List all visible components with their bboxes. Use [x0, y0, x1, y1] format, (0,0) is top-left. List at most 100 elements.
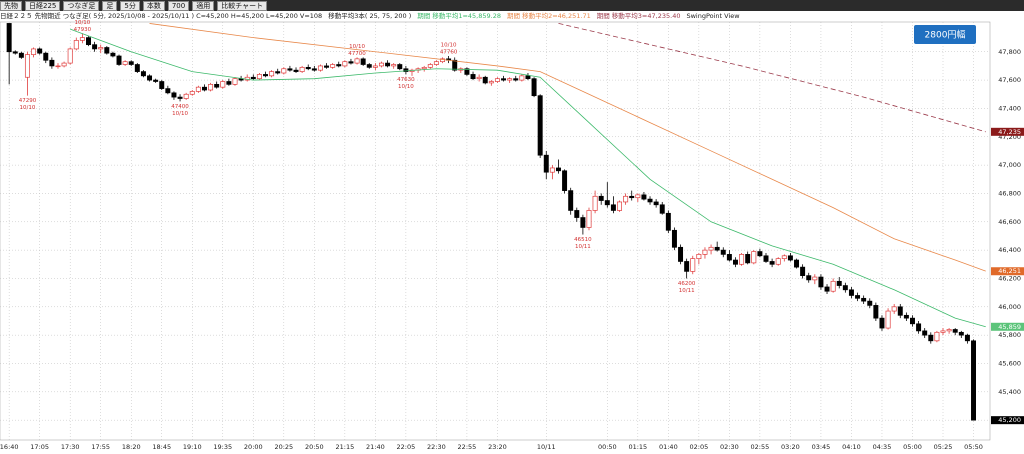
- candle-body: [934, 331, 940, 342]
- candle-body: [6, 23, 12, 53]
- candle-body: [769, 261, 775, 265]
- candle-body: [232, 78, 238, 85]
- candle-body: [317, 65, 323, 71]
- candle-body: [183, 93, 189, 99]
- candle-body: [378, 62, 384, 67]
- x-tick-label: 00:50: [598, 443, 617, 451]
- candle-body: [37, 48, 43, 54]
- candle-body: [751, 251, 757, 264]
- ma-line: [70, 28, 986, 328]
- toolbar-item: 日経225: [25, 0, 61, 11]
- ma-line: [558, 23, 986, 133]
- price-box: [991, 322, 1024, 331]
- x-tick-label: 01:40: [659, 443, 678, 451]
- swing-label: 10/10: [398, 84, 414, 90]
- candle-body: [580, 217, 586, 228]
- candle-body: [842, 285, 848, 291]
- candle-body: [128, 61, 134, 65]
- candle-body: [55, 65, 61, 68]
- candle-body: [555, 167, 561, 172]
- candle-body: [757, 251, 763, 257]
- candle-body: [684, 261, 690, 272]
- candle-body: [604, 200, 610, 206]
- x-tick-label: 21:40: [366, 443, 385, 451]
- candle-body: [140, 71, 146, 77]
- candle-body: [171, 92, 177, 98]
- candle-body: [470, 74, 476, 80]
- candle-body: [275, 71, 281, 74]
- y-tick-label: 47,600: [998, 76, 1021, 84]
- candle-body: [43, 52, 49, 61]
- candle-body: [464, 68, 470, 75]
- candle-body: [940, 330, 946, 333]
- candle-body: [421, 66, 427, 70]
- candle-body: [678, 246, 684, 262]
- candle-body: [153, 79, 159, 82]
- candle-body: [891, 306, 897, 312]
- badge-box: [914, 25, 976, 44]
- y-tick-label: 47,400: [998, 104, 1021, 112]
- candle-body: [433, 61, 439, 65]
- y-tick-label: 46,000: [998, 303, 1021, 311]
- x-tick-label: 02:30: [720, 443, 739, 451]
- ma-title: 移動平均3本( 25, 75, 200 ): [328, 12, 412, 20]
- candle-body: [98, 47, 104, 50]
- badge: 2800円幅: [925, 29, 966, 41]
- x-tick-label: 20:25: [274, 443, 293, 451]
- candle-body: [623, 195, 629, 203]
- candle-body: [159, 81, 165, 89]
- candle-body: [513, 78, 519, 81]
- swing-label: 47630: [397, 77, 415, 83]
- candle-body: [574, 210, 580, 218]
- candle-body: [73, 40, 79, 50]
- candle-body: [336, 64, 342, 67]
- swing-label: 10/10: [74, 20, 90, 26]
- x-tick-label: 17:30: [61, 443, 80, 451]
- candle-body: [281, 68, 287, 74]
- candle-body: [49, 59, 55, 67]
- candle-body: [787, 255, 793, 261]
- candle-body: [311, 68, 317, 71]
- candle-body: [525, 75, 531, 80]
- candle-body: [214, 83, 220, 88]
- x-tick-label: 02:55: [751, 443, 770, 451]
- legend-entry: 期間 移動平均2=46,251.71: [507, 12, 591, 20]
- swing-label: 47290: [19, 98, 37, 104]
- candle-body: [519, 75, 525, 81]
- candle-body: [452, 59, 458, 71]
- candle-body: [617, 201, 622, 211]
- y-tick-label: 46,400: [998, 246, 1021, 254]
- candle-body: [537, 95, 543, 156]
- legend-entry: 期間 移動平均1=45,859.28: [417, 12, 501, 20]
- candle-body: [494, 78, 500, 82]
- candle-body: [330, 64, 336, 68]
- candle-body: [86, 37, 91, 46]
- candle-body: [690, 258, 696, 272]
- x-tick-label: 03:45: [812, 443, 831, 451]
- x-tick-label: 22:05: [397, 443, 416, 451]
- candle-body: [726, 254, 732, 261]
- candle-body: [354, 58, 360, 64]
- x-tick-label: 05:25: [934, 443, 953, 451]
- toolbar-item: 適用: [192, 0, 215, 11]
- candle-body: [928, 334, 934, 342]
- candle-body: [122, 61, 128, 65]
- candle-body: [885, 310, 891, 329]
- candle-body: [641, 194, 647, 200]
- candle-body: [18, 52, 24, 58]
- x-tick-label: 18:20: [122, 443, 141, 451]
- legend-entry: 期間 移動平均3=47,235.40: [596, 12, 681, 20]
- candle-body: [24, 54, 30, 78]
- toolbar-item: 先物: [0, 0, 22, 11]
- swing-label: 47400: [171, 104, 189, 110]
- candle-body: [403, 68, 409, 72]
- candle-body: [372, 65, 378, 68]
- candle-body: [299, 66, 305, 72]
- toolbar-item: 700: [167, 0, 190, 11]
- toolbar-item: つなぎ足: [63, 0, 100, 11]
- candle-body: [488, 81, 494, 84]
- ma-line: [149, 23, 986, 272]
- price-box-label: 46,251: [998, 267, 1021, 275]
- view-label: SwingPoint View: [686, 12, 740, 20]
- candle-body: [696, 254, 702, 259]
